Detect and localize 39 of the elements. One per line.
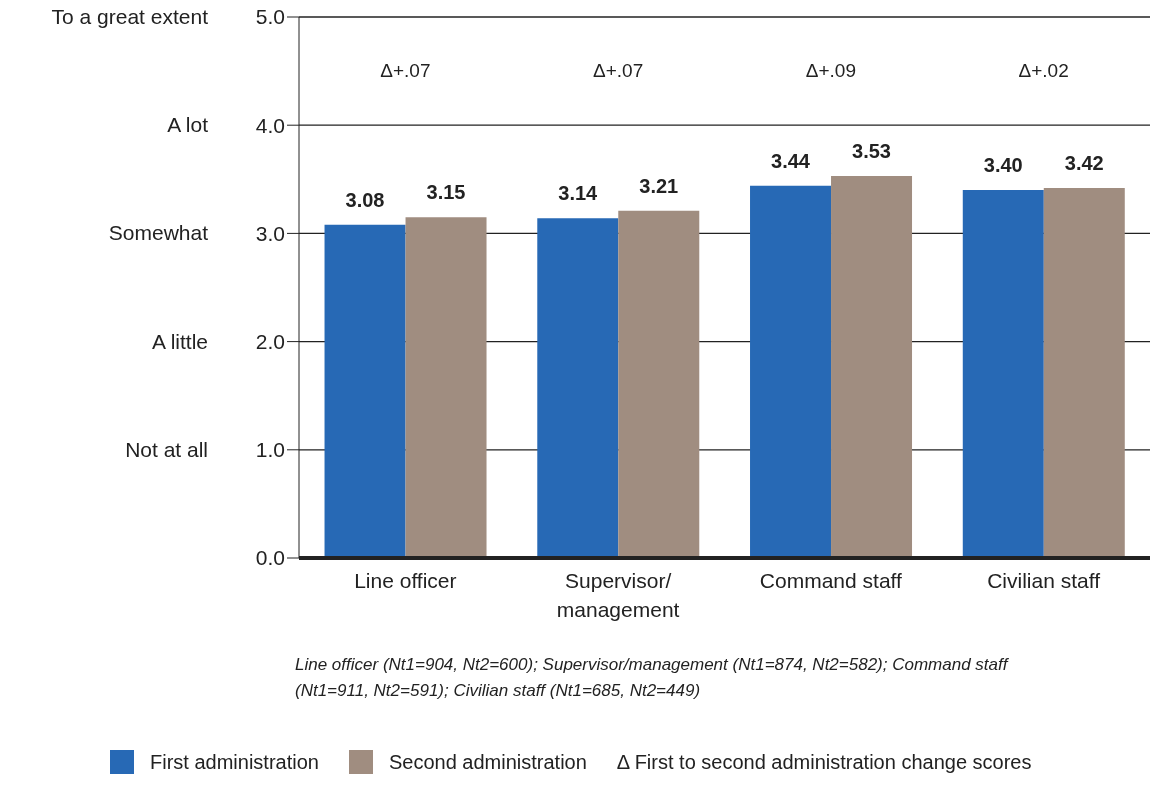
y-tick-label: 4.0 (255, 113, 285, 137)
text: Line officer (Nt1=904, Nt2=600); Supervisor/management (Nt1=874, Nt2=582); Command staff (Nt1=911, Nt2=591); Civilian staff (Nt1=685, Nt2=449) (295, 654, 1010, 702)
text: A little (151, 328, 208, 355)
y-tick-label: 1.0 (255, 438, 285, 462)
x-tick-label: Command staff (759, 569, 903, 592)
bar (324, 224, 406, 558)
data-label: 3.42 (1064, 151, 1104, 174)
data-label: 3.44 (771, 149, 811, 172)
x-tick-label: Civilian staff (987, 569, 1101, 592)
text: Δ First to second administration change scores (616, 750, 1032, 774)
bar (537, 218, 619, 558)
bar (962, 190, 1044, 558)
legend-label: Second administration (388, 750, 587, 774)
annotation: Δ+.07 (379, 59, 432, 84)
x-tick-label: Supervisor/ management (556, 569, 680, 621)
annotation: Δ+.07 (592, 59, 645, 84)
y-tick-label: 5.0 (255, 5, 285, 29)
bar (1043, 187, 1125, 558)
text: A lot (167, 112, 208, 139)
bar (618, 210, 700, 558)
data-label: 3.40 (983, 154, 1023, 177)
annotation: Δ+.02 (1017, 59, 1070, 84)
legend-label: First administration (150, 750, 319, 774)
bar (831, 176, 913, 558)
text: Somewhat (108, 220, 208, 247)
data-label: 3.14 (558, 182, 599, 205)
y-tick-label: 0.0 (255, 546, 285, 570)
data-label: 3.15 (426, 181, 466, 204)
data-label: 3.08 (345, 188, 385, 211)
text: To a great extent (51, 4, 208, 30)
bar (750, 185, 832, 558)
text: Not at all (125, 436, 208, 463)
data-label: 3.21 (639, 174, 679, 197)
data-label: 3.53 (852, 140, 891, 163)
y-tick-label: 2.0 (255, 330, 285, 354)
annotation: Δ+.09 (804, 59, 857, 84)
x-tick-label: Line officer (354, 569, 457, 592)
bar (405, 217, 487, 558)
y-tick-label: 3.0 (255, 221, 285, 245)
